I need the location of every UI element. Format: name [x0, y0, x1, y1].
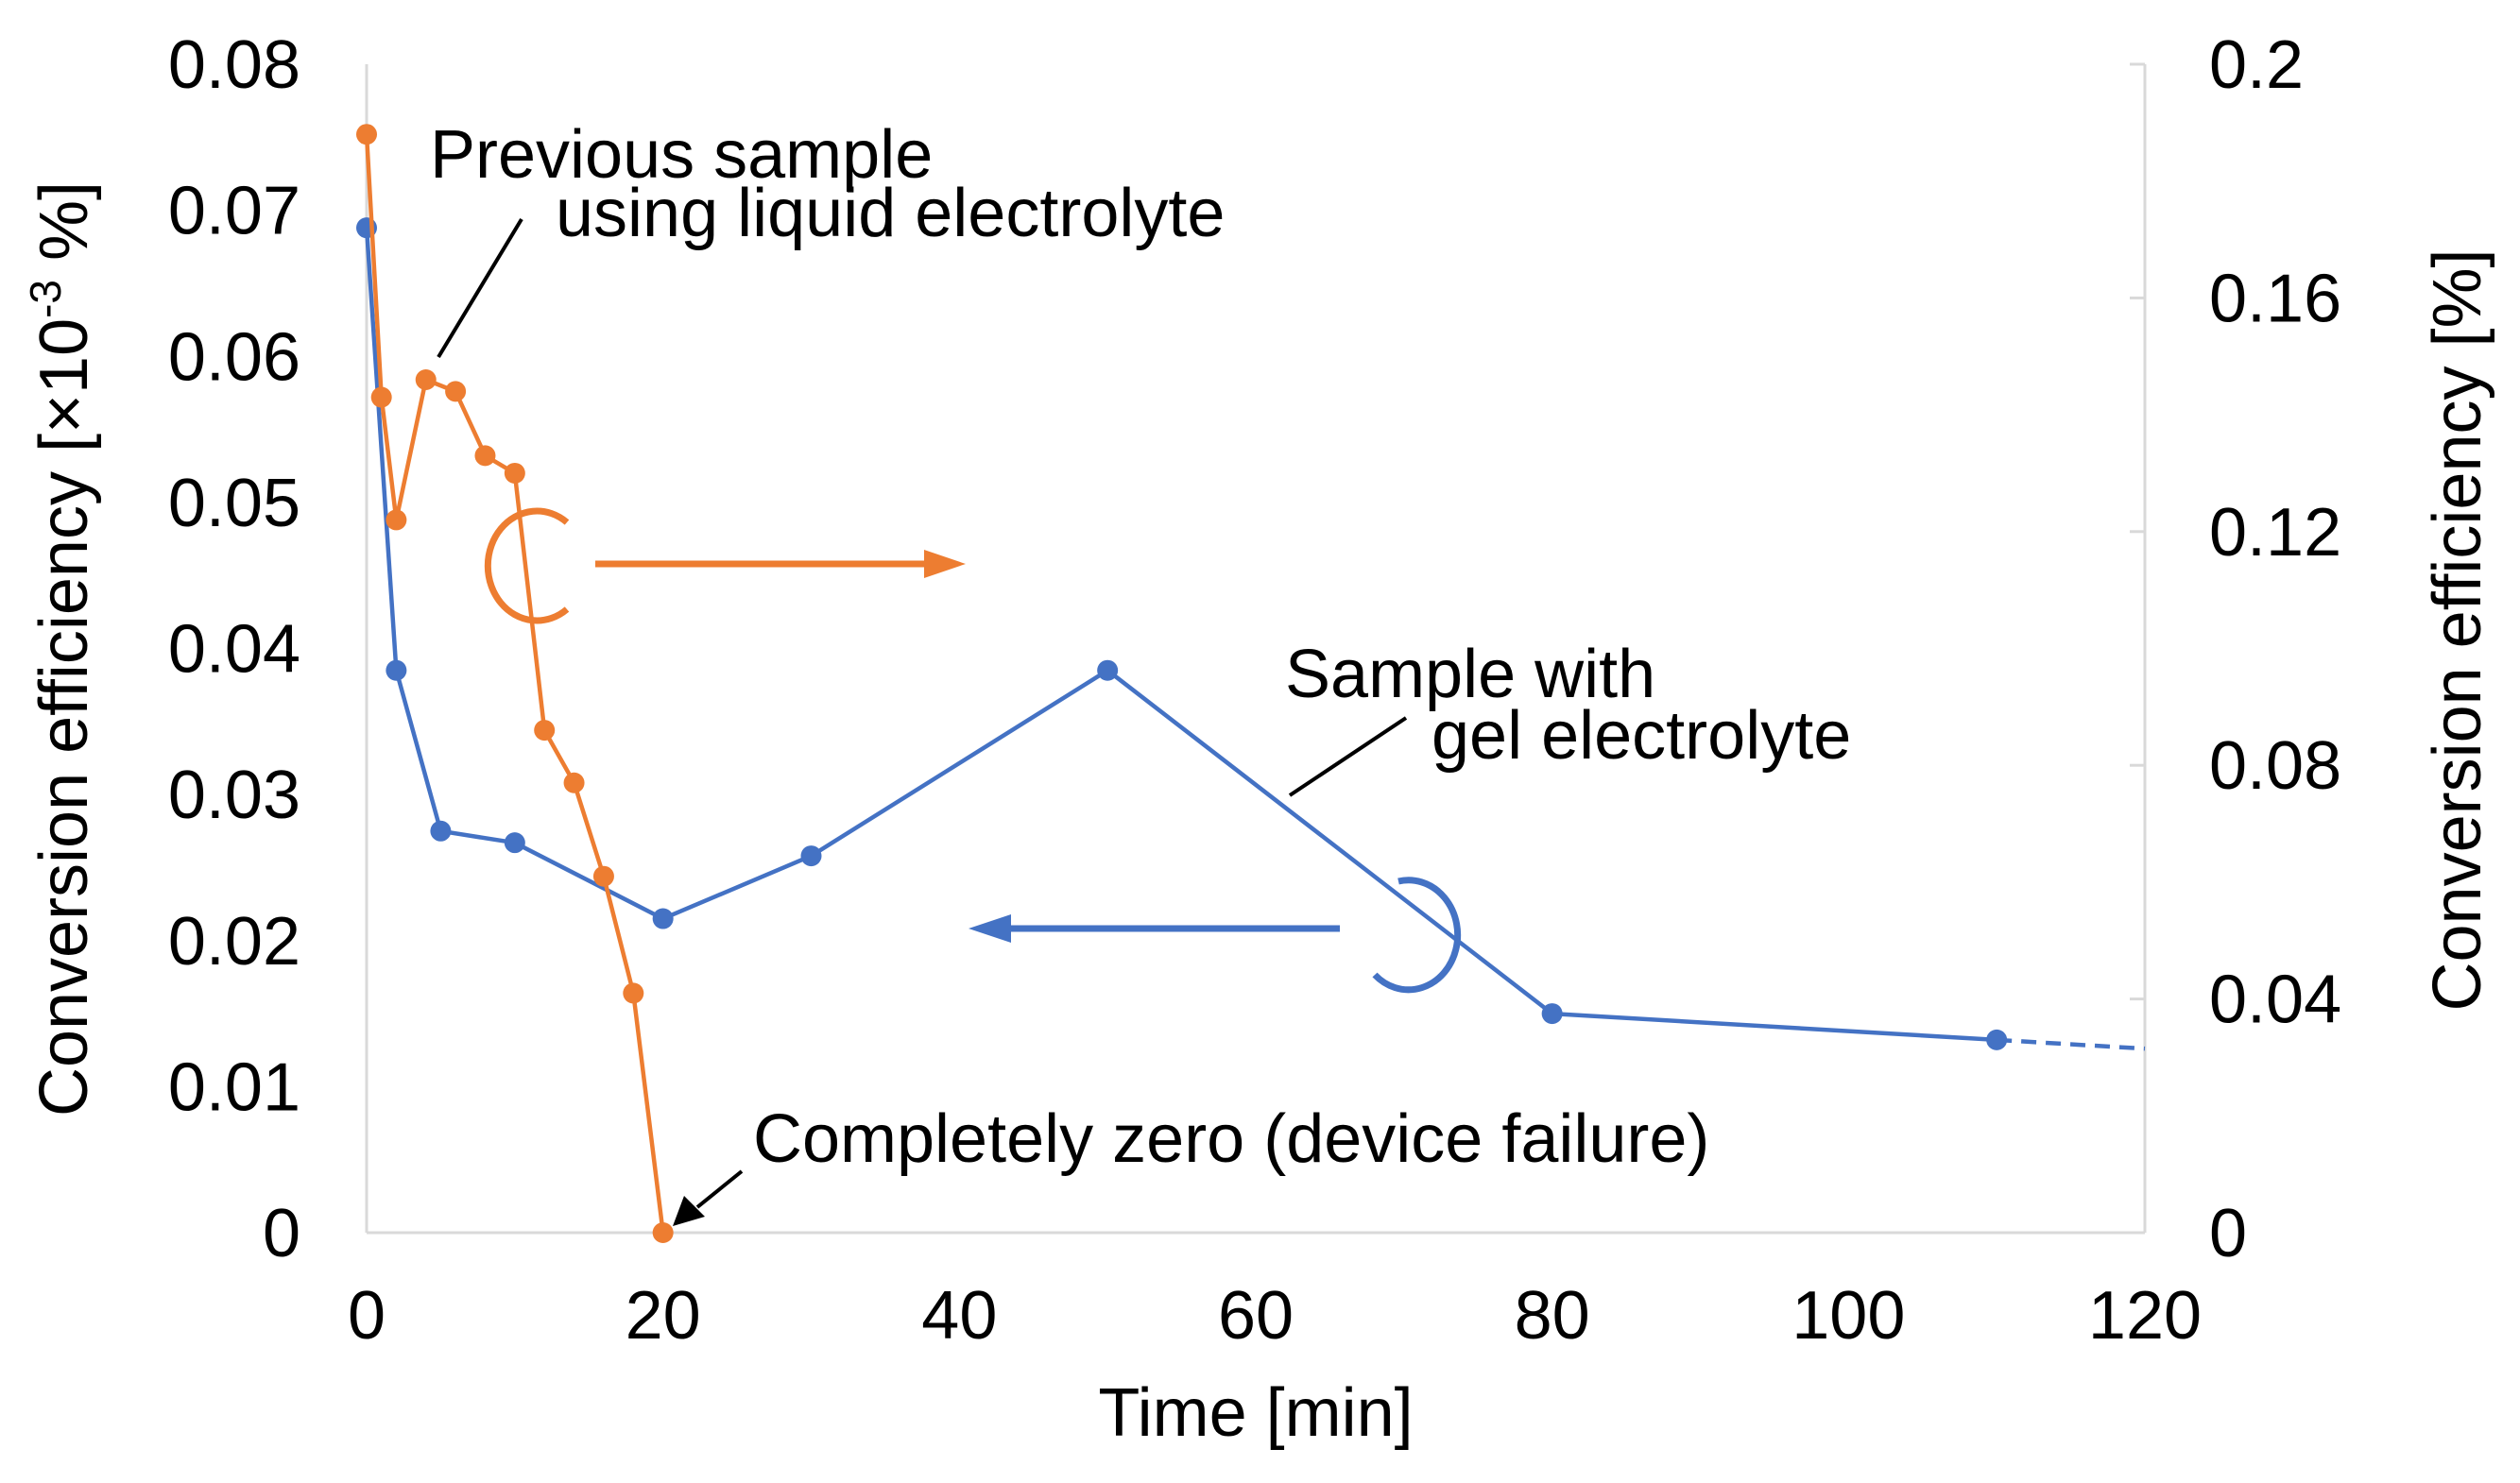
- data-point: [370, 386, 392, 408]
- right-axis-tick-marks: [2130, 62, 2145, 1235]
- annotation-gel-leader: [1288, 716, 1408, 797]
- annotation-sample-with: Sample with: [1285, 637, 1655, 712]
- right-y-tick-label: 0: [2209, 1196, 2247, 1271]
- left-y-tick-label: 0.04: [168, 612, 300, 688]
- x-tick-label: 100: [1791, 1278, 1905, 1354]
- data-point: [592, 865, 614, 887]
- series-line: [364, 134, 665, 1234]
- liquid-axis-indicator-arrow-head: [924, 550, 966, 578]
- left-y-tick-label: 0.05: [168, 466, 300, 541]
- data-point: [504, 832, 525, 854]
- left-y-axis-title-exponent: -3: [21, 280, 70, 318]
- data-point: [1986, 1029, 2008, 1050]
- left-y-axis-title-tail: %]: [26, 181, 102, 280]
- gel-axis-indicator-arc: [1372, 877, 1462, 994]
- data-point: [474, 445, 496, 467]
- annotation-gel-electrolyte: gel electrolyte: [1431, 698, 1851, 774]
- data-point: [356, 124, 377, 145]
- left-y-tick-label: 0: [263, 1196, 300, 1271]
- data-point: [1541, 1003, 1563, 1025]
- data-point: [504, 462, 525, 484]
- data-point: [386, 509, 407, 531]
- data-point: [652, 1222, 674, 1243]
- x-tick-label: 0: [348, 1278, 386, 1354]
- liquid-axis-indicator-arc: [484, 507, 570, 624]
- x-axis-tick-labels: 0 20 40 60 80 100 120: [348, 1278, 2202, 1354]
- right-y-tick-label: 0.16: [2209, 261, 2341, 336]
- right-y-tick-label: 0.08: [2209, 728, 2341, 804]
- right-y-tick-label: 0.04: [2209, 963, 2341, 1038]
- data-point: [386, 659, 407, 681]
- left-y-tick-label: 0.07: [168, 174, 300, 249]
- data-point: [652, 908, 674, 929]
- left-y-tick-label: 0.01: [168, 1049, 300, 1125]
- left-axis-tick-labels: 0 0.01 0.02 0.03 0.04 0.05 0.06 0.07 0.08: [168, 27, 300, 1271]
- x-tick-label: 120: [2088, 1278, 2202, 1354]
- left-y-tick-label: 0.03: [168, 758, 300, 833]
- left-y-tick-label: 0.06: [168, 319, 300, 395]
- left-y-axis-title: Conversion efficiency [×10-3 %]: [21, 181, 102, 1117]
- annotation-failure-arrow-line: [695, 1169, 744, 1209]
- data-point: [623, 982, 644, 1004]
- left-y-axis-title-main: Conversion efficiency [×10: [26, 318, 102, 1117]
- x-tick-label: 60: [1218, 1278, 1294, 1354]
- x-tick-label: 40: [921, 1278, 997, 1354]
- right-y-axis-title: Conversion efficiency [%]: [2420, 248, 2495, 1011]
- annotation-liquid-leader: [437, 217, 523, 359]
- left-y-tick-label: 0.02: [168, 904, 300, 980]
- data-point: [415, 368, 437, 390]
- annotation-liquid-electrolyte: using liquid electrolyte: [556, 176, 1225, 251]
- left-y-tick-label: 0.08: [168, 27, 300, 103]
- data-point: [430, 820, 452, 842]
- series-line: [364, 228, 1997, 1043]
- annotation-device-failure: Completely zero (device failure): [753, 1101, 1709, 1177]
- x-axis-title: Time [min]: [1098, 1375, 1413, 1451]
- series-liquid-electrolyte: [356, 124, 674, 1243]
- right-axis-tick-labels: 0 0.04 0.08 0.12 0.16 0.2: [2209, 27, 2341, 1271]
- annotation-failure-arrow-head: [673, 1196, 705, 1226]
- x-tick-label: 80: [1515, 1278, 1590, 1354]
- right-y-tick-label: 0.2: [2209, 27, 2304, 103]
- annotation-previous-sample: Previous sample: [430, 117, 933, 193]
- data-point: [563, 772, 585, 793]
- data-point: [800, 845, 822, 867]
- data-point: [1097, 659, 1119, 681]
- x-tick-label: 20: [626, 1278, 701, 1354]
- series-dashed-extension: [1997, 1037, 2146, 1051]
- right-y-tick-label: 0.12: [2209, 495, 2341, 571]
- data-point: [534, 720, 556, 742]
- gel-axis-indicator-arrow-head: [969, 914, 1011, 943]
- data-point: [445, 381, 467, 402]
